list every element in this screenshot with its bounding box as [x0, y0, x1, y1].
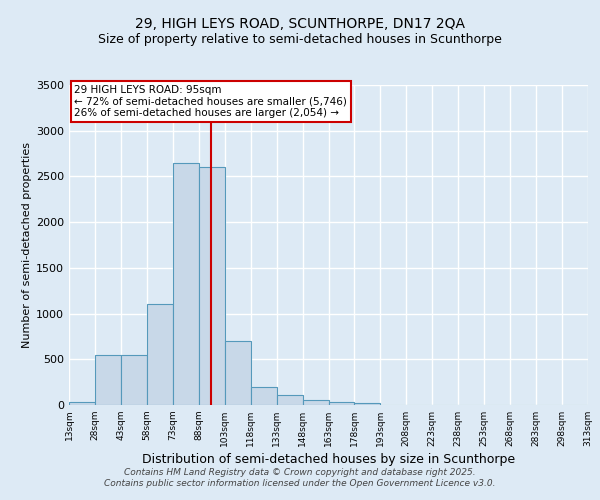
Bar — [147, 304, 173, 405]
Bar — [225, 341, 251, 405]
Bar — [199, 168, 224, 405]
Text: Contains HM Land Registry data © Crown copyright and database right 2025.
Contai: Contains HM Land Registry data © Crown c… — [104, 468, 496, 487]
Bar — [251, 386, 277, 405]
Text: Size of property relative to semi-detached houses in Scunthorpe: Size of property relative to semi-detach… — [98, 32, 502, 46]
Text: 29, HIGH LEYS ROAD, SCUNTHORPE, DN17 2QA: 29, HIGH LEYS ROAD, SCUNTHORPE, DN17 2QA — [135, 18, 465, 32]
X-axis label: Distribution of semi-detached houses by size in Scunthorpe: Distribution of semi-detached houses by … — [142, 453, 515, 466]
Bar — [355, 403, 380, 405]
Bar — [277, 395, 302, 405]
Bar — [121, 354, 147, 405]
Bar — [95, 354, 121, 405]
Y-axis label: Number of semi-detached properties: Number of semi-detached properties — [22, 142, 32, 348]
Bar — [329, 402, 355, 405]
Bar — [302, 400, 329, 405]
Text: 29 HIGH LEYS ROAD: 95sqm
← 72% of semi-detached houses are smaller (5,746)
26% o: 29 HIGH LEYS ROAD: 95sqm ← 72% of semi-d… — [74, 85, 347, 118]
Bar — [69, 402, 95, 405]
Bar — [173, 162, 199, 405]
